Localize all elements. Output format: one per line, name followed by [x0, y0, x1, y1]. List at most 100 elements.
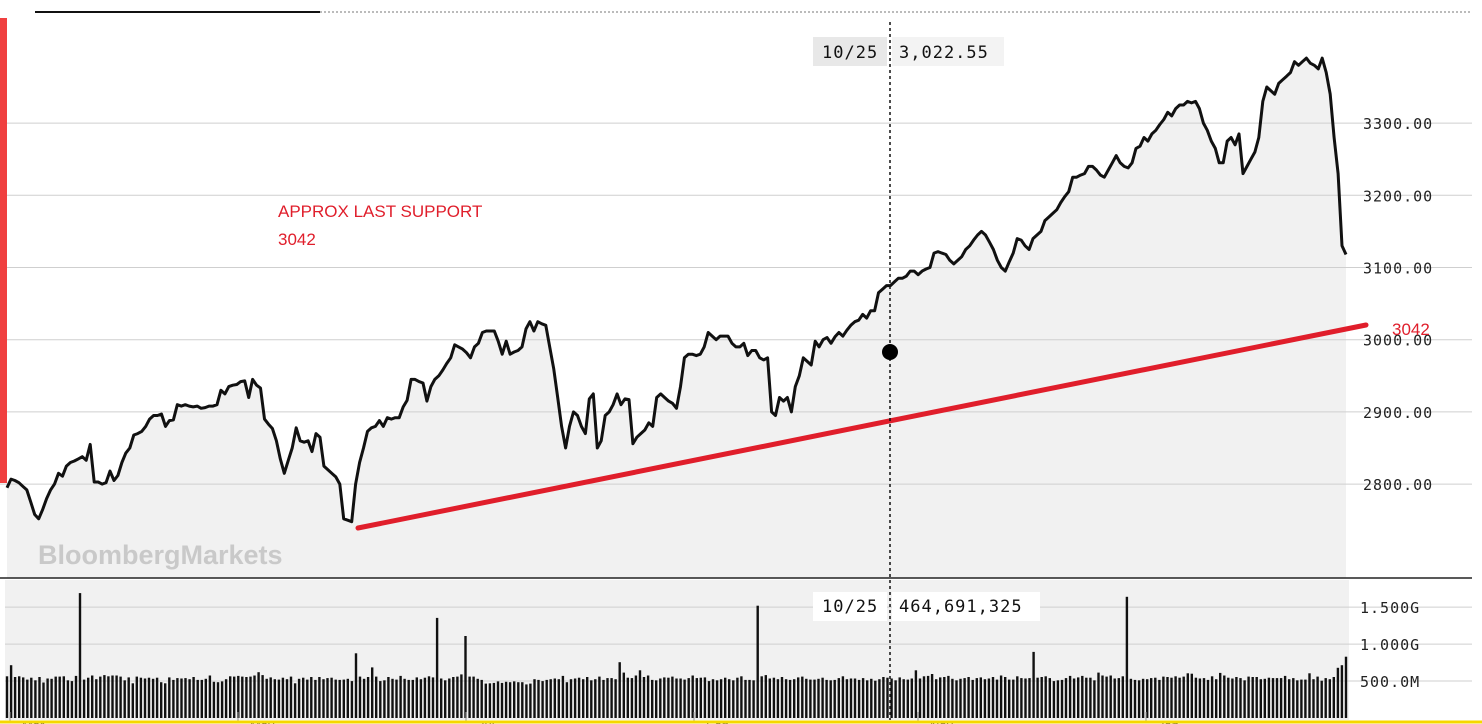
volume-bar	[1182, 676, 1185, 718]
volume-bar	[160, 682, 163, 718]
volume-bar	[13, 677, 17, 718]
volume-bar	[797, 677, 800, 718]
volume-bar	[1304, 679, 1307, 718]
volume-bar	[399, 675, 402, 718]
volume-bar	[991, 677, 995, 718]
volume-bar	[5, 676, 9, 718]
volume-bar	[849, 678, 853, 718]
volume-bar	[1219, 672, 1222, 718]
volume-tooltip-value-bg	[892, 592, 1040, 621]
crosshair-marker[interactable]	[882, 344, 898, 360]
volume-bar	[687, 678, 690, 718]
volume-bar	[155, 677, 159, 718]
volume-bar	[46, 678, 49, 718]
volume-bar	[440, 678, 443, 718]
price-tick-label: 3000.00	[1363, 332, 1433, 350]
volume-bar	[634, 675, 638, 718]
volume-bar	[979, 677, 982, 718]
volume-bar	[354, 653, 358, 718]
price-tick-label: 2800.00	[1363, 476, 1433, 494]
volume-bar	[338, 679, 341, 718]
price-tick-label: 3200.00	[1363, 187, 1433, 205]
price-tooltip-date-bg	[813, 37, 887, 66]
volume-bar	[476, 678, 479, 718]
volume-bars	[5, 593, 1348, 718]
volume-bar	[1020, 678, 1023, 718]
volume-bar	[229, 676, 232, 718]
volume-bar	[882, 677, 885, 718]
volume-bar	[695, 678, 698, 718]
volume-bar	[1283, 675, 1287, 718]
volume-bar	[594, 679, 597, 718]
volume-bar	[504, 681, 508, 718]
volume-bar	[983, 679, 987, 718]
volume-bar	[1028, 678, 1031, 718]
volume-bar	[1271, 678, 1275, 718]
volume-bar	[224, 679, 228, 718]
volume-bar	[999, 675, 1003, 718]
volume-bar	[939, 677, 942, 718]
volume-bar	[675, 678, 678, 718]
volume-bar	[184, 678, 187, 718]
price-panel: 2800.00 2900.00 3000.00 3100.00 3200.00 3300.…	[0, 56, 1472, 579]
volume-bar	[403, 678, 406, 718]
volume-bar	[1206, 679, 1210, 718]
volume-bar	[748, 679, 751, 718]
support-annotation-title: APPROX LAST SUPPORT	[278, 202, 482, 221]
volume-bar	[1255, 677, 1258, 718]
volume-bar	[1251, 677, 1254, 718]
volume-bar	[801, 676, 804, 718]
volume-bar	[387, 677, 390, 718]
volume-bar	[683, 679, 686, 718]
volume-bar	[407, 679, 410, 718]
volume-bar	[1235, 677, 1238, 718]
volume-bar	[541, 681, 544, 718]
price-tick-label: 3100.00	[1363, 260, 1433, 278]
volume-bar	[350, 681, 354, 718]
volume-bar	[500, 682, 504, 718]
volume-bar	[208, 675, 212, 718]
volume-bar	[261, 675, 264, 718]
volume-bar	[1324, 678, 1327, 718]
volume-bar	[1259, 679, 1262, 718]
volume-bar	[273, 679, 276, 718]
volume-bar	[1093, 680, 1096, 718]
volume-bar	[237, 675, 240, 718]
volume-bar	[318, 677, 321, 718]
volume-bar	[663, 677, 666, 718]
volume-bar	[1048, 678, 1051, 718]
volume-bar	[196, 679, 199, 718]
volume-bar	[780, 677, 784, 718]
volume-bar	[1105, 676, 1108, 718]
volume-bar	[9, 665, 13, 718]
volume-bar	[618, 662, 621, 718]
volume-bar	[42, 682, 45, 718]
volume-bar	[951, 678, 954, 718]
volume-bar	[1288, 679, 1291, 718]
price-tick-label: 3300.00	[1363, 115, 1433, 133]
volume-bar	[1308, 673, 1311, 718]
price-area-fill	[7, 58, 1346, 579]
volume-bar	[707, 681, 711, 718]
volume-bar	[602, 679, 605, 718]
volume-bar	[1158, 679, 1161, 718]
volume-bar	[1344, 656, 1348, 718]
volume-bar	[87, 677, 90, 718]
price-tooltip-value: 3,022.55	[899, 43, 989, 63]
volume-bar	[435, 617, 439, 718]
volume-bar	[1174, 676, 1177, 718]
volume-tooltip-date: 10/25	[822, 597, 878, 617]
volume-bar	[1332, 677, 1335, 718]
volume-bar	[963, 678, 966, 718]
volume-bar	[1133, 679, 1137, 718]
volume-bar	[586, 677, 589, 718]
volume-bar	[176, 678, 179, 718]
price-gridlines	[0, 122, 1472, 485]
volume-bar	[342, 679, 345, 718]
volume-bar	[131, 683, 134, 718]
volume-bar	[724, 677, 727, 718]
volume-bar	[249, 676, 252, 718]
volume-bar	[200, 679, 203, 718]
volume-bar	[959, 678, 962, 718]
volume-bar	[1243, 680, 1246, 718]
